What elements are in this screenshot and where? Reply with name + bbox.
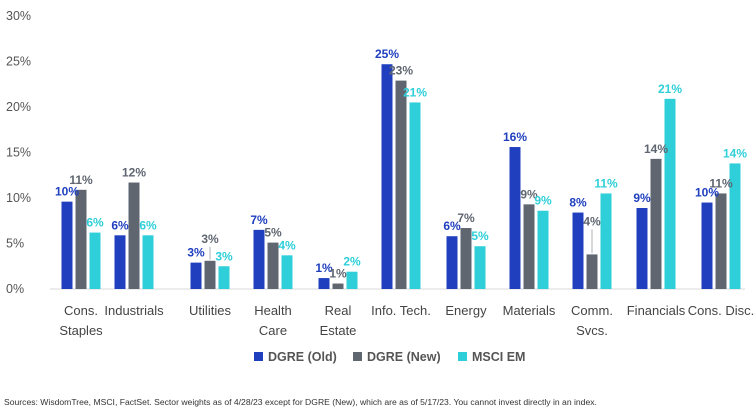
data-label: 2%	[343, 255, 361, 269]
data-label: 12%	[122, 166, 146, 180]
data-label: 23%	[389, 64, 413, 78]
legend: DGRE (Old) DGRE (New) MSCI EM	[254, 350, 525, 364]
bar	[114, 235, 126, 289]
bars-group	[61, 64, 741, 289]
data-label: 25%	[375, 47, 399, 61]
bar	[61, 201, 73, 289]
bar	[636, 208, 648, 289]
x-category-label: Real Estate	[320, 303, 357, 338]
bar	[142, 235, 154, 289]
data-label: 9%	[520, 187, 538, 201]
x-category-label: Comm. Svcs.	[571, 303, 613, 338]
bar	[253, 229, 265, 289]
data-label: 6%	[139, 218, 157, 232]
bar	[346, 271, 358, 289]
legend-label: DGRE (Old)	[268, 350, 337, 364]
data-label: 16%	[503, 130, 527, 144]
bar	[318, 278, 330, 289]
x-category-label: Info. Tech.	[371, 303, 431, 318]
bar	[729, 163, 741, 289]
data-label: 3%	[187, 246, 205, 260]
bar	[446, 236, 458, 289]
y-tick-label: 0%	[6, 282, 24, 296]
bar	[715, 193, 727, 289]
data-label: 11%	[709, 176, 733, 190]
x-category-label: Cons. Staples	[59, 303, 103, 338]
legend-swatch	[254, 352, 263, 361]
data-label: 3%	[201, 232, 219, 246]
bar	[409, 102, 421, 289]
data-label: 14%	[723, 146, 747, 160]
data-label: 9%	[633, 191, 651, 205]
bar	[218, 266, 230, 289]
bar	[664, 98, 676, 289]
bar	[701, 202, 713, 289]
data-label: 6%	[443, 219, 461, 233]
x-category-label: Materials	[503, 303, 556, 318]
x-category-label: Energy	[445, 303, 487, 318]
y-tick-label: 30%	[6, 9, 31, 23]
x-category-label: Financials	[627, 303, 686, 318]
bar	[75, 189, 87, 289]
bar	[381, 64, 393, 289]
y-tick-label: 10%	[6, 191, 31, 205]
bar	[572, 212, 584, 289]
data-label: 4%	[583, 214, 601, 228]
data-label: 21%	[658, 82, 682, 96]
y-tick-label: 5%	[6, 237, 24, 251]
bar	[204, 260, 216, 289]
bar	[509, 147, 521, 289]
data-label: 7%	[457, 211, 475, 225]
x-category-label: Utilities	[189, 303, 231, 318]
bar	[190, 262, 202, 289]
bar	[89, 232, 101, 289]
data-label: 6%	[86, 216, 104, 230]
bar	[281, 255, 293, 289]
data-label: 8%	[569, 196, 587, 210]
bar	[523, 204, 535, 289]
data-label: 1%	[315, 261, 333, 275]
data-label: 21%	[403, 85, 427, 99]
data-label: 10%	[695, 186, 719, 200]
x-category-label: Industrials	[104, 303, 164, 318]
legend-swatch	[353, 352, 362, 361]
data-labels-group: 10%6%3%7%1%25%6%16%8% 9% 10%11%12%3% 5%1%23…	[55, 47, 747, 280]
bar	[650, 158, 662, 289]
bar	[395, 80, 407, 289]
bar	[474, 246, 486, 289]
footnote: Sources: WisdomTree, MSCI, FactSet. Sect…	[4, 397, 597, 407]
bar	[128, 182, 140, 289]
y-tick-label: 25%	[6, 55, 31, 69]
data-label: 11%	[594, 176, 618, 190]
bar	[600, 193, 612, 289]
bar	[586, 254, 598, 289]
bar	[460, 228, 472, 289]
legend-label: DGRE (New)	[367, 350, 441, 364]
data-label: 14%	[644, 142, 668, 156]
data-label: 6%	[111, 218, 129, 232]
y-tick-label: 15%	[6, 146, 31, 160]
x-category-label: Health Care	[254, 303, 292, 338]
bar	[537, 210, 549, 289]
data-label: 3%	[215, 249, 233, 263]
y-tick-label: 20%	[6, 100, 31, 114]
data-label: 11%	[69, 173, 93, 187]
legend-swatch	[458, 352, 467, 361]
data-label: 5%	[264, 226, 282, 240]
legend-label: MSCI EM	[472, 350, 525, 364]
sector-weights-chart: 0% 5% 10% 15% 20% 25% 30% 10% 6% 3% 7% 1% 25% 6% 16% 8…	[6, 9, 754, 364]
x-category-label: Cons. Disc.	[688, 303, 754, 318]
data-label: 1%	[329, 267, 347, 281]
bar	[267, 242, 279, 289]
data-label: 4%	[278, 238, 296, 252]
bar	[332, 283, 344, 289]
data-label: 7%	[250, 213, 268, 227]
data-label: 5%	[471, 229, 489, 243]
data-label: 10%	[55, 185, 79, 199]
data-label: 9%	[534, 194, 552, 208]
